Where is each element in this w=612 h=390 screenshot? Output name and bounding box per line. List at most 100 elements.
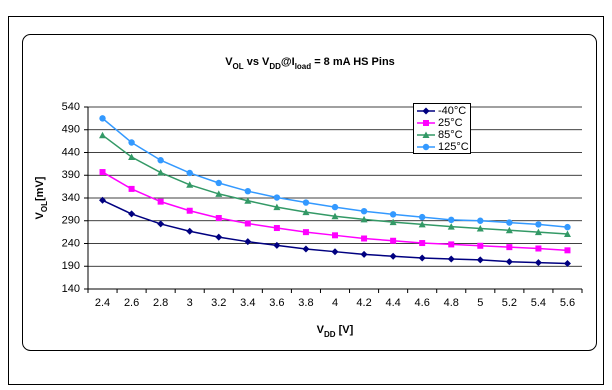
point	[244, 197, 252, 204]
x-tick-label: 4.6	[415, 297, 430, 309]
legend-label: 125°C	[438, 141, 469, 153]
point	[157, 169, 165, 176]
y-tick-label: 390	[62, 169, 80, 181]
point	[360, 215, 368, 223]
point	[448, 216, 455, 224]
point	[215, 179, 222, 187]
point	[157, 198, 164, 205]
point	[476, 256, 484, 264]
point	[563, 260, 571, 268]
x-tick-label: 3	[187, 297, 193, 309]
x-tick-label: 2.8	[153, 297, 168, 309]
x-tick-label: 3.8	[298, 297, 313, 309]
point	[448, 241, 455, 248]
x-tick-label: 5.4	[531, 297, 546, 309]
y-tick-label: 190	[62, 260, 80, 272]
point	[476, 224, 484, 232]
point	[506, 244, 513, 251]
point	[535, 245, 542, 252]
point	[564, 247, 571, 254]
point	[506, 219, 513, 226]
text-part: V	[225, 56, 233, 68]
point	[302, 199, 310, 206]
point	[186, 207, 193, 214]
point	[302, 245, 310, 253]
x-tick-label: 2.6	[124, 297, 139, 309]
point	[447, 255, 455, 263]
point	[244, 187, 252, 195]
x-tick-label: 4.4	[385, 297, 400, 309]
point	[534, 259, 542, 267]
text-part: = 8 mA HS Pins	[311, 56, 395, 68]
x-tick-label: 3.4	[240, 297, 255, 309]
point	[157, 220, 165, 228]
legend-label: 85°C	[438, 129, 463, 141]
x-tick-label: 4.2	[356, 297, 371, 309]
point	[564, 223, 571, 231]
x-tick-label: 3.6	[269, 297, 284, 309]
point	[563, 230, 571, 237]
point	[302, 229, 309, 236]
point	[186, 227, 194, 235]
point	[331, 212, 339, 220]
y-axis-label: VOL[mV]	[34, 176, 49, 219]
text-part: [mV]	[34, 176, 46, 201]
point	[477, 242, 484, 249]
point	[389, 218, 397, 226]
point	[244, 238, 252, 246]
point	[360, 250, 368, 258]
point	[186, 181, 194, 188]
text-part: load	[295, 62, 312, 71]
point	[331, 203, 339, 211]
x-tick-label: 5.6	[560, 297, 575, 309]
y-tick-label: 540	[62, 101, 80, 113]
point	[273, 203, 281, 211]
point	[128, 210, 136, 218]
point	[128, 139, 135, 146]
point	[418, 220, 426, 228]
point	[302, 208, 310, 216]
y-tick-label: 340	[62, 192, 80, 204]
text-part: vs V	[244, 56, 270, 68]
point	[447, 223, 455, 230]
point	[215, 215, 222, 222]
point	[361, 235, 368, 242]
point	[389, 211, 397, 218]
point	[157, 157, 164, 164]
point	[99, 131, 107, 139]
text-part: OL	[40, 201, 49, 212]
legend-label: 25°C	[438, 117, 463, 129]
y-tick-label: 440	[62, 146, 80, 158]
point	[186, 169, 193, 177]
x-tick-label: 4	[332, 297, 338, 309]
point	[273, 225, 280, 232]
x-tick-label: 2.4	[95, 297, 110, 309]
point	[418, 254, 426, 262]
legend-marker	[422, 131, 430, 138]
text-part: @I	[281, 56, 295, 68]
x-tick-label: 5.2	[502, 297, 517, 309]
point	[128, 185, 135, 192]
page-frame	[8, 16, 604, 385]
y-tick-label: 140	[62, 283, 80, 295]
x-tick-label: 3.2	[211, 297, 226, 309]
legend-label: -40°C	[438, 105, 466, 117]
y-tick-label: 240	[62, 237, 80, 249]
point	[505, 258, 513, 266]
point	[99, 115, 106, 122]
legend-box	[413, 103, 471, 154]
legend-marker	[423, 120, 429, 126]
text-part: [V]	[336, 324, 354, 336]
legend-marker	[422, 143, 430, 151]
text-part: DD	[324, 330, 336, 339]
chart-title: VOL vs VDD@Iload = 8 mA HS Pins	[225, 56, 395, 71]
point	[535, 221, 542, 228]
point	[332, 232, 338, 239]
point	[244, 220, 251, 227]
point	[389, 252, 397, 260]
point	[128, 153, 136, 161]
point	[419, 240, 426, 247]
point	[99, 196, 107, 204]
x-tick-label: 4.8	[444, 297, 459, 309]
